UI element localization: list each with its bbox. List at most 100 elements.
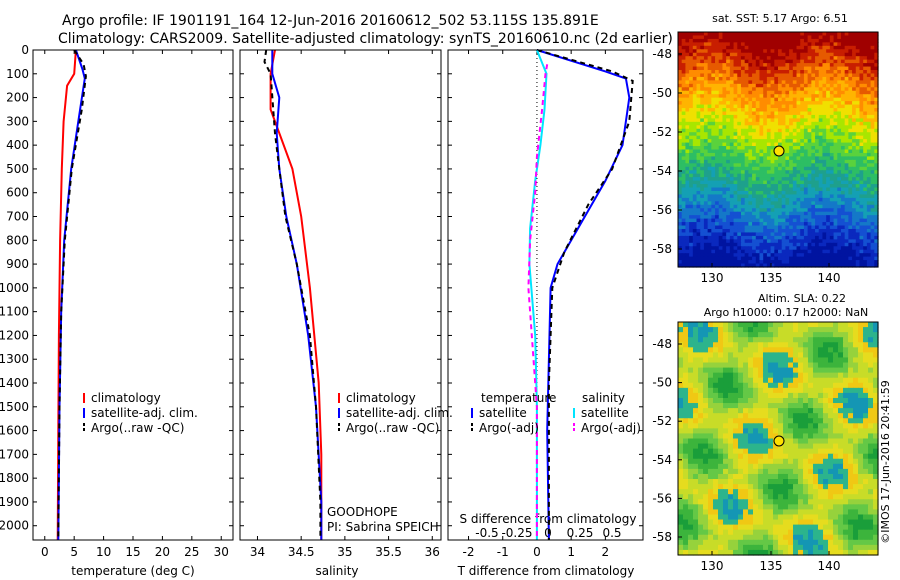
- map-cell: [829, 201, 835, 206]
- map-cell: [818, 239, 824, 244]
- map-cell: [718, 32, 724, 37]
- map-cell: [733, 173, 738, 178]
- map-cell: [863, 211, 868, 216]
- map-cell: [874, 125, 879, 130]
- map-cell: [703, 152, 709, 158]
- map-cell: [848, 228, 853, 234]
- map-cell: [678, 242, 683, 247]
- map-cell: [811, 63, 816, 68]
- map-cell: [859, 52, 864, 57]
- map-cell: [740, 121, 746, 126]
- map-cell: [807, 149, 812, 154]
- map-cell: [785, 59, 790, 64]
- map-cell: [826, 180, 831, 185]
- map-cell: [703, 45, 709, 50]
- map-cell: [848, 108, 853, 113]
- map-cell: [778, 97, 783, 102]
- map-cell: [781, 218, 786, 223]
- map-cell: [792, 114, 798, 119]
- depth-tick-label: 1100: [0, 305, 29, 319]
- map-cell: [759, 56, 764, 61]
- map-cell: [781, 152, 786, 158]
- map-cell: [874, 104, 879, 109]
- map-cell: [792, 35, 798, 40]
- map-cell: [728, 332, 734, 338]
- map-cell: [718, 201, 724, 206]
- map-cell: [870, 239, 875, 244]
- map-cell: [737, 66, 742, 71]
- map-cell: [848, 63, 853, 68]
- map-cell: [755, 70, 761, 75]
- map-cell: [818, 114, 824, 119]
- map-cell: [789, 59, 794, 64]
- map-cell: [718, 242, 724, 247]
- map-cell: [855, 139, 861, 144]
- map-cell: [813, 337, 819, 343]
- map-cell: [685, 125, 690, 130]
- map-cell: [740, 159, 746, 164]
- map-cell: [807, 225, 812, 230]
- map-cell: [696, 211, 701, 216]
- map-cell: [718, 42, 724, 47]
- map-cell: [763, 327, 769, 333]
- map-cell: [774, 232, 779, 237]
- map-cell: [763, 256, 768, 261]
- map-cell: [843, 403, 849, 409]
- map-cell: [678, 408, 684, 414]
- map-cell: [744, 201, 749, 206]
- note-project: GOODHOPE: [327, 505, 398, 519]
- map-cell: [829, 170, 835, 175]
- map-cell: [753, 443, 759, 450]
- map-cell: [700, 211, 705, 216]
- map-cell: [822, 97, 827, 102]
- map-cell: [700, 76, 705, 81]
- map-cell: [848, 114, 853, 119]
- map-cell: [789, 108, 794, 113]
- map-cell: [722, 111, 727, 116]
- map-cell: [815, 132, 820, 137]
- map-cell: [689, 101, 694, 106]
- map-cell: [848, 249, 853, 254]
- map-cell: [703, 260, 709, 265]
- map-cell: [848, 235, 853, 240]
- map-cell: [722, 204, 727, 209]
- map-cell: [840, 263, 846, 268]
- map-cell: [833, 49, 838, 54]
- map-cell: [789, 146, 794, 151]
- map-cell: [729, 52, 735, 57]
- map-cell: [678, 170, 683, 175]
- map-cell: [826, 222, 831, 227]
- map-cell: [811, 59, 816, 64]
- map-cell: [698, 342, 704, 348]
- map-cell: [848, 35, 853, 40]
- map-cell: [773, 443, 779, 450]
- map-cell: [870, 70, 875, 75]
- map-cell: [811, 118, 816, 123]
- map-cell: [833, 125, 838, 130]
- map-cell: [783, 418, 789, 424]
- map-cell: [800, 211, 805, 216]
- map-cell: [863, 413, 869, 419]
- map-cell: [755, 128, 761, 133]
- map-cell: [803, 392, 809, 399]
- map-cell: [803, 362, 809, 369]
- map-cell: [800, 249, 805, 254]
- map-cell: [722, 90, 727, 95]
- legend-title: salinity: [582, 391, 625, 405]
- map-cell: [759, 83, 764, 88]
- map-cell: [855, 246, 861, 251]
- map-cell: [866, 132, 872, 137]
- map-cell: [823, 418, 829, 424]
- map-cell: [752, 142, 757, 147]
- map-cell: [859, 118, 864, 123]
- map-cell: [866, 190, 872, 196]
- map-cell: [855, 152, 861, 158]
- map-cell: [778, 83, 783, 88]
- map-cell: [855, 242, 861, 247]
- map-cell: [868, 408, 874, 414]
- map-cell: [855, 159, 861, 164]
- map-cell: [826, 108, 831, 113]
- map-cell: [715, 177, 720, 182]
- map-cell: [852, 173, 857, 178]
- map-cell: [678, 180, 683, 185]
